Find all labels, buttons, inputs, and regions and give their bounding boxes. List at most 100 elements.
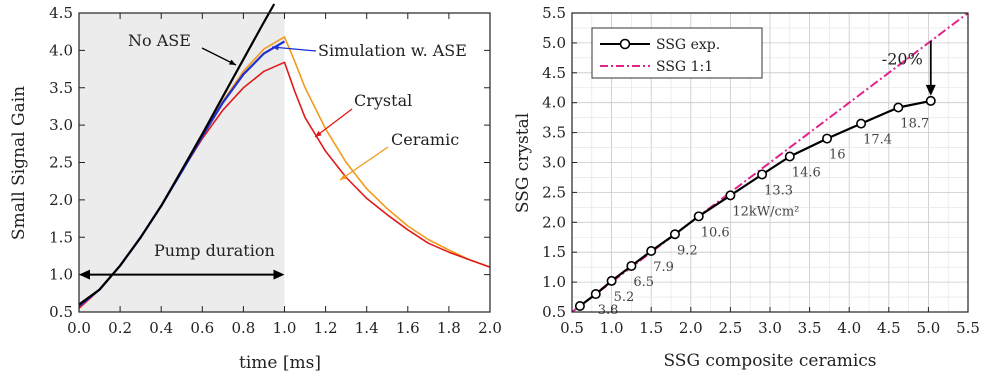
left-annotations: No ASE Simulation w. ASE Crystal Ceramic… — [128, 31, 467, 260]
right-y-tick-label: 1.5 — [542, 243, 566, 261]
ssg-exp-data-label: 9.2 — [677, 243, 698, 258]
reduction-arrowhead — [925, 84, 936, 96]
ssg-exp-point — [606, 275, 617, 286]
ssg-exp-data-label: 6.5 — [633, 275, 654, 290]
right-x-tick-label: 5.0 — [916, 319, 940, 337]
left-y-tick-label: 3.0 — [49, 116, 73, 134]
ceramic-label: Ceramic — [391, 130, 459, 149]
left-x-tick-label: 0.0 — [67, 319, 91, 337]
ssg-exp-data-label: 3.8 — [598, 303, 619, 318]
right-grid — [571, 12, 969, 313]
no-ase-pointer-head — [229, 59, 236, 65]
left-x-tick-label: 1.2 — [314, 319, 338, 337]
right-y-tick-label: 2.0 — [542, 213, 566, 231]
ssg-exp-point — [669, 229, 680, 240]
left-x-tick-labels: 0.0 0.2 0.4 0.6 0.8 1.0 1.2 1.4 1.6 1.8 2.0 — [67, 319, 502, 337]
ssg-exp-point — [646, 246, 657, 257]
left-y-tick-label: 1.0 — [49, 266, 73, 284]
simulation-pointer-line — [271, 46, 317, 52]
right-y-tick-label: 0.5 — [542, 303, 566, 321]
ssg-exp-data-label: 13.3 — [764, 183, 793, 198]
left-y-axis-label: Small Signal Gain — [9, 86, 29, 240]
legend-ssg-1to1-label: SSG 1:1 — [656, 59, 713, 75]
right-y-tick-label: 5.5 — [542, 4, 566, 22]
left-chart: 0.0 0.2 0.4 0.6 0.8 1.0 1.2 1.4 1.6 1.8 2.0 0.5 1.0… — [9, 3, 502, 373]
right-y-tick-label: 5.0 — [542, 34, 566, 52]
left-y-tick-label: 1.5 — [49, 228, 73, 246]
left-plot-frame — [78, 12, 491, 313]
crystal-pointer-head — [315, 130, 322, 137]
ssg-exp-point — [725, 190, 736, 201]
simulation-label: Simulation w. ASE — [318, 41, 467, 60]
left-x-axis-label: time [ms] — [239, 353, 321, 373]
left-y-tick-label: 2.0 — [49, 191, 73, 209]
right-x-tick-label: 2.5 — [718, 319, 742, 337]
ssg-exp-data-label: 12kW/cm² — [732, 204, 799, 219]
right-y-tick-label: 3.0 — [542, 154, 566, 172]
reduction-label: -20% — [882, 50, 923, 69]
ssg-exp-point — [822, 133, 833, 144]
ssg-exp-point — [925, 95, 936, 106]
ssg-1to1-line — [571, 12, 969, 313]
right-x-tick-label: 4.5 — [877, 319, 901, 337]
left-y-tick-label: 2.5 — [49, 154, 73, 172]
right-x-tick-label: 3.0 — [758, 319, 782, 337]
ssg-exp-data-label: 7.9 — [653, 260, 674, 275]
right-y-tick-label: 4.5 — [542, 64, 566, 82]
left-x-tick-label: 1.8 — [437, 319, 461, 337]
left-x-tick-label: 0.2 — [108, 319, 132, 337]
right-x-tick-label: 2.0 — [679, 319, 703, 337]
left-series-lines — [78, 3, 491, 309]
right-x-tick-label: 0.5 — [560, 319, 584, 337]
simulation-pointer-head — [272, 44, 279, 51]
left-x-tick-label: 1.6 — [396, 319, 420, 337]
right-x-tick-label: 3.5 — [798, 319, 822, 337]
ssg-exp-point — [784, 151, 795, 162]
ssg-exp-point — [757, 169, 768, 180]
ceramic-pointer-head — [340, 174, 347, 180]
ssg-exp-data-label: 10.6 — [701, 225, 730, 240]
legend-box — [591, 27, 763, 79]
legend-ssg-exp-label: SSG exp. — [656, 37, 720, 53]
ssg-exp-data-label: 17.4 — [863, 133, 892, 148]
reduction-arrow — [925, 41, 936, 96]
ssg-exp-data-label: 16 — [829, 148, 846, 163]
left-y-tick-label: 4.0 — [49, 41, 73, 59]
left-x-tick-label: 0.4 — [149, 319, 173, 337]
right-y-tick-label: 2.5 — [542, 183, 566, 201]
ssg-exp-point — [626, 260, 637, 271]
left-x-tick-label: 0.8 — [231, 319, 255, 337]
left-y-tick-label: 3.5 — [49, 79, 73, 97]
ssg-exp-data-label: 14.6 — [792, 166, 821, 181]
right-x-tick-label: 5.5 — [956, 319, 980, 337]
right-x-tick-labels: 0.5 1.0 1.5 2.0 2.5 3.0 3.5 4.0 4.5 5.0 5.5 — [560, 319, 980, 337]
right-x-tick-label: 1.5 — [639, 319, 663, 337]
left-y-tick-label: 0.5 — [49, 303, 73, 321]
legend-ssg-exp-marker — [619, 38, 631, 50]
ssg-exp-point — [856, 118, 867, 129]
ssg-exp-point — [574, 301, 585, 312]
right-x-axis-label: SSG composite ceramics — [663, 351, 876, 371]
crystal-pointer-line — [314, 108, 353, 138]
ssg-exp-point — [590, 289, 601, 300]
left-x-tick-label: 1.4 — [355, 319, 379, 337]
right-series-points — [574, 95, 936, 312]
ssg-exp-data-label: 18.7 — [900, 116, 929, 131]
pump-duration-arrowhead-right — [273, 269, 285, 280]
pump-duration-arrowhead-left — [79, 269, 90, 280]
ceramic-pointer-line — [339, 146, 389, 181]
left-x-tick-label: 1.0 — [273, 319, 297, 337]
left-x-tick-label: 2.0 — [478, 319, 502, 337]
right-x-tick-label: 1.0 — [600, 319, 624, 337]
ssg-exp-point — [693, 211, 704, 222]
left-y-tick-label: 4.5 — [49, 4, 73, 22]
right-plot-frame — [571, 12, 969, 313]
no-ase-label: No ASE — [128, 31, 191, 50]
ssg-exp-point — [893, 102, 904, 113]
right-x-tick-label: 4.0 — [837, 319, 861, 337]
right-y-axis-label: SSG crystal — [513, 113, 533, 213]
ssg-exp-data-label: 5.2 — [614, 290, 635, 305]
